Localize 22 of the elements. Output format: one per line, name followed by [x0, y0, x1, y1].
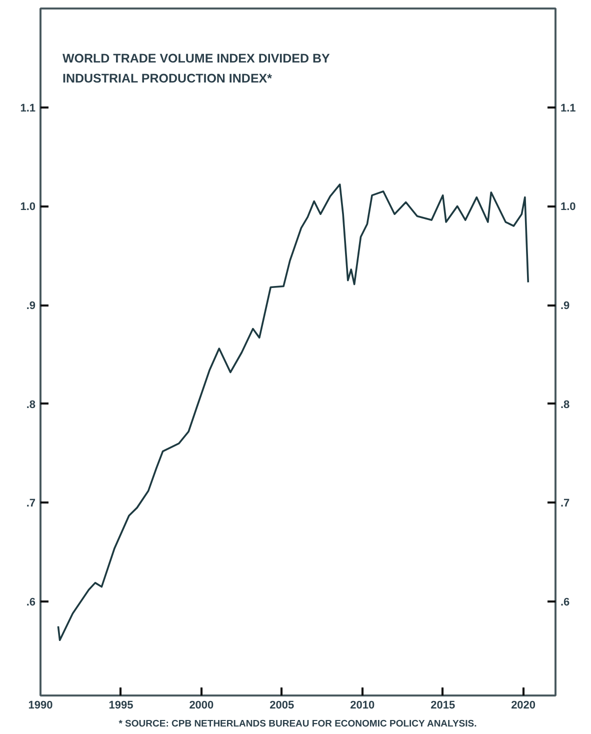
x-tick-label: 1990	[28, 700, 53, 712]
x-tick-label: 2020	[511, 700, 536, 712]
y-tick-label: 1.0	[20, 201, 36, 214]
x-tick-label: 2005	[270, 700, 294, 712]
y2-tick-label: .7	[560, 498, 570, 510]
y-tick-label: .9	[26, 300, 36, 312]
line-series	[57, 184, 530, 642]
x-tick-label: 2000	[189, 700, 214, 712]
y-tick-label: 1.1	[20, 102, 36, 114]
text: WORLD TRADE VOLUME INDEX DIVIDED BY INDUSTRIAL PRODUCTION INDEX*	[62, 52, 331, 86]
y2-tick-label: 1.0	[560, 201, 576, 214]
x-tick-label: 1995	[108, 700, 134, 712]
y-tick-label: .7	[26, 498, 36, 510]
y2-tick-label: .6	[560, 596, 570, 609]
y2-tick-label: .8	[560, 398, 570, 411]
y-tick-label: .8	[26, 398, 36, 411]
y-tick-label: .6	[26, 596, 36, 609]
x-tick-label: 2015	[430, 700, 456, 712]
x-tick-label: 2010	[350, 700, 375, 712]
y2-tick-label: .9	[560, 300, 570, 312]
y2-tick-label: 1.1	[560, 102, 576, 114]
text: * SOURCE: CPB NETHERLANDS BUREAU FOR ECONOMIC POLICY ANALYSIS.	[118, 718, 477, 730]
